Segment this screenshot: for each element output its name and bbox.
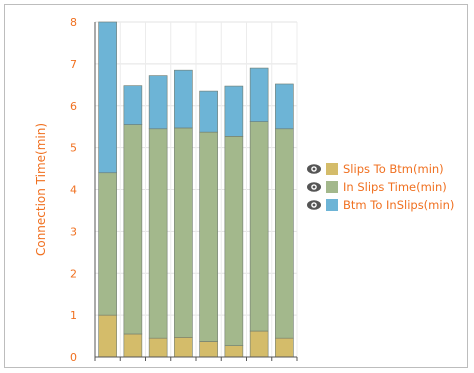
bar-segment-2[interactable] bbox=[148, 128, 168, 339]
y-tick-label: 8 bbox=[70, 16, 77, 29]
legend-label: In Slips Time(min) bbox=[343, 180, 447, 194]
legend-swatch bbox=[326, 181, 338, 193]
bar-segment-2[interactable] bbox=[224, 136, 244, 346]
bar-segment-2[interactable] bbox=[123, 124, 143, 335]
legend-label: Slips To Btm(min) bbox=[343, 162, 444, 176]
bar-stack bbox=[98, 21, 117, 358]
eye-icon[interactable] bbox=[307, 182, 321, 192]
bar-segment-1[interactable] bbox=[98, 314, 117, 358]
bar-segment-2[interactable] bbox=[98, 172, 117, 316]
bar-segment-3[interactable] bbox=[199, 90, 218, 133]
y-tick-labels: 0 1 2 3 4 5 6 7 8 bbox=[70, 16, 77, 364]
bar-segment-1[interactable] bbox=[275, 337, 294, 358]
bar-stack bbox=[199, 90, 218, 358]
legend-swatch bbox=[326, 199, 338, 211]
bar-segment-3[interactable] bbox=[275, 83, 294, 130]
bar-stack bbox=[224, 85, 244, 358]
bar-stack bbox=[174, 69, 193, 358]
legend-item-1[interactable]: Slips To Btm(min) bbox=[307, 162, 444, 176]
bar-stack bbox=[249, 67, 269, 358]
y-tick-label: 1 bbox=[70, 309, 77, 322]
bar-segment-2[interactable] bbox=[199, 131, 218, 342]
chart-frame: 0 1 2 3 4 5 6 7 8 Connection Time(min) Slips To … bbox=[4, 4, 468, 368]
x-tick-marks bbox=[94, 357, 298, 361]
y-tick-label: 6 bbox=[70, 100, 77, 113]
y-axis-title: Connection Time(min) bbox=[34, 123, 48, 256]
bar-stack bbox=[275, 83, 294, 358]
bar-segment-1[interactable] bbox=[224, 345, 244, 358]
y-tick-label: 7 bbox=[70, 58, 77, 71]
eye-icon[interactable] bbox=[307, 164, 321, 174]
y-tick-label: 5 bbox=[70, 142, 77, 155]
y-tick-label: 2 bbox=[70, 267, 77, 280]
bar-segment-1[interactable] bbox=[199, 341, 218, 358]
bar-segment-1[interactable] bbox=[148, 337, 168, 358]
legend-label: Btm To InSlips(min) bbox=[343, 198, 454, 212]
bar-stacks bbox=[98, 21, 294, 358]
y-tick-label: 4 bbox=[70, 184, 77, 197]
legend: Slips To Btm(min) In Slips Time(min) Btm T… bbox=[307, 162, 454, 212]
bar-segment-2[interactable] bbox=[174, 127, 193, 338]
bar-segment-1[interactable] bbox=[249, 330, 269, 358]
bar-stack bbox=[123, 85, 143, 358]
legend-swatch bbox=[326, 163, 338, 175]
eye-icon[interactable] bbox=[307, 200, 321, 210]
bar-segment-3[interactable] bbox=[249, 67, 269, 122]
legend-item-2[interactable]: In Slips Time(min) bbox=[307, 180, 447, 194]
bar-segment-3[interactable] bbox=[148, 75, 168, 130]
y-tick-label: 0 bbox=[70, 351, 77, 364]
bar-segment-3[interactable] bbox=[123, 85, 143, 125]
bar-segment-3[interactable] bbox=[98, 21, 117, 174]
bar-segment-3[interactable] bbox=[174, 69, 193, 129]
bar-segment-3[interactable] bbox=[224, 85, 244, 137]
bar-segment-1[interactable] bbox=[174, 337, 193, 358]
bar-stack bbox=[148, 75, 168, 358]
bar-segment-1[interactable] bbox=[123, 333, 143, 358]
bar-segment-2[interactable] bbox=[249, 121, 269, 332]
bar-segment-2[interactable] bbox=[275, 128, 294, 339]
legend-item-3[interactable]: Btm To InSlips(min) bbox=[307, 198, 454, 212]
stacked-bar-chart: 0 1 2 3 4 5 6 7 8 Connection Time(min) Slips To … bbox=[34, 16, 454, 364]
y-tick-label: 3 bbox=[70, 225, 77, 238]
